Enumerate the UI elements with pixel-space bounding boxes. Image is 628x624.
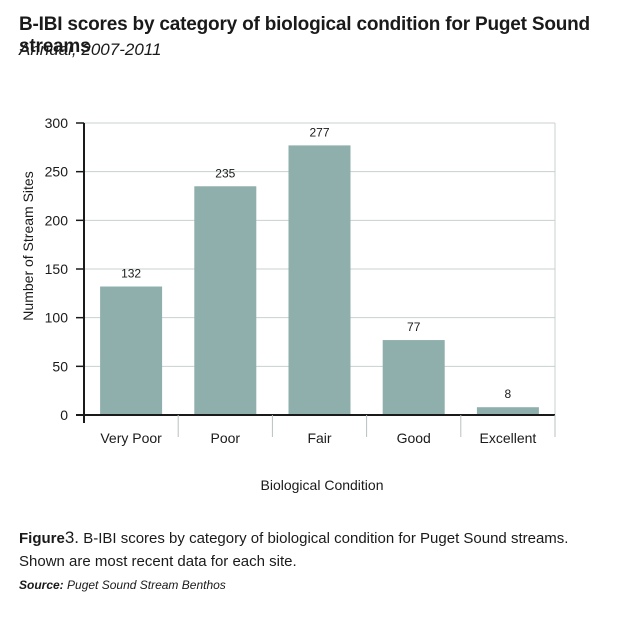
chart-title: B-IBI scores by category of biological c…: [19, 14, 590, 57]
bar-value-label: 277: [309, 125, 329, 139]
caption-text: B-IBI scores by category of biological c…: [19, 530, 569, 570]
x-tick-label: Good: [397, 430, 431, 446]
y-tick-label: 100: [45, 310, 69, 326]
bar: [194, 186, 257, 415]
y-tick-label: 150: [45, 261, 69, 277]
figure-caption: Figure3. B-IBI scores by category of bio…: [19, 526, 609, 573]
bar-value-label: 77: [407, 320, 421, 334]
x-tick-label: Poor: [211, 430, 241, 446]
x-tick-label: Excellent: [479, 430, 536, 446]
caption-figure-number: 3.: [64, 528, 80, 547]
y-tick-label: 250: [45, 164, 69, 180]
source-note: Source: Puget Sound Stream Benthos: [19, 578, 226, 592]
bar-value-label: 8: [505, 387, 512, 401]
source-label: Source:: [19, 578, 64, 592]
y-tick-label: 50: [52, 358, 68, 374]
bar-chart: 132 235 277 77 8 0 50 100 150 200 250 300 Very Poo…: [20, 115, 556, 493]
x-axis-label: Biological Condition: [261, 477, 384, 493]
y-tick-label: 200: [45, 212, 69, 228]
caption-figure-label: Figure: [19, 530, 65, 547]
bar: [100, 286, 163, 415]
source-text: Puget Sound Stream Benthos: [63, 578, 226, 592]
chart-subtitle: Annual, 2007-2011: [19, 40, 162, 59]
y-tick-label: 300: [45, 115, 69, 131]
bar: [288, 145, 351, 416]
bar-data-labels: 132 235 277 77 8: [121, 125, 511, 401]
bar-value-label: 235: [215, 166, 235, 180]
y-tick-label: 0: [60, 407, 68, 423]
x-tick-label: Very Poor: [100, 430, 162, 446]
x-tick-label: Fair: [307, 430, 331, 446]
bars: [100, 145, 539, 416]
y-axis-label: Number of Stream Sites: [20, 171, 36, 320]
axes: [76, 122, 556, 437]
bar: [382, 340, 445, 415]
y-tick-labels: 0 50 100 150 200 250 300: [45, 115, 69, 423]
bar: [476, 407, 539, 415]
x-tick-labels: Very Poor Poor Fair Good Excellent: [100, 430, 536, 446]
bar-value-label: 132: [121, 267, 141, 281]
